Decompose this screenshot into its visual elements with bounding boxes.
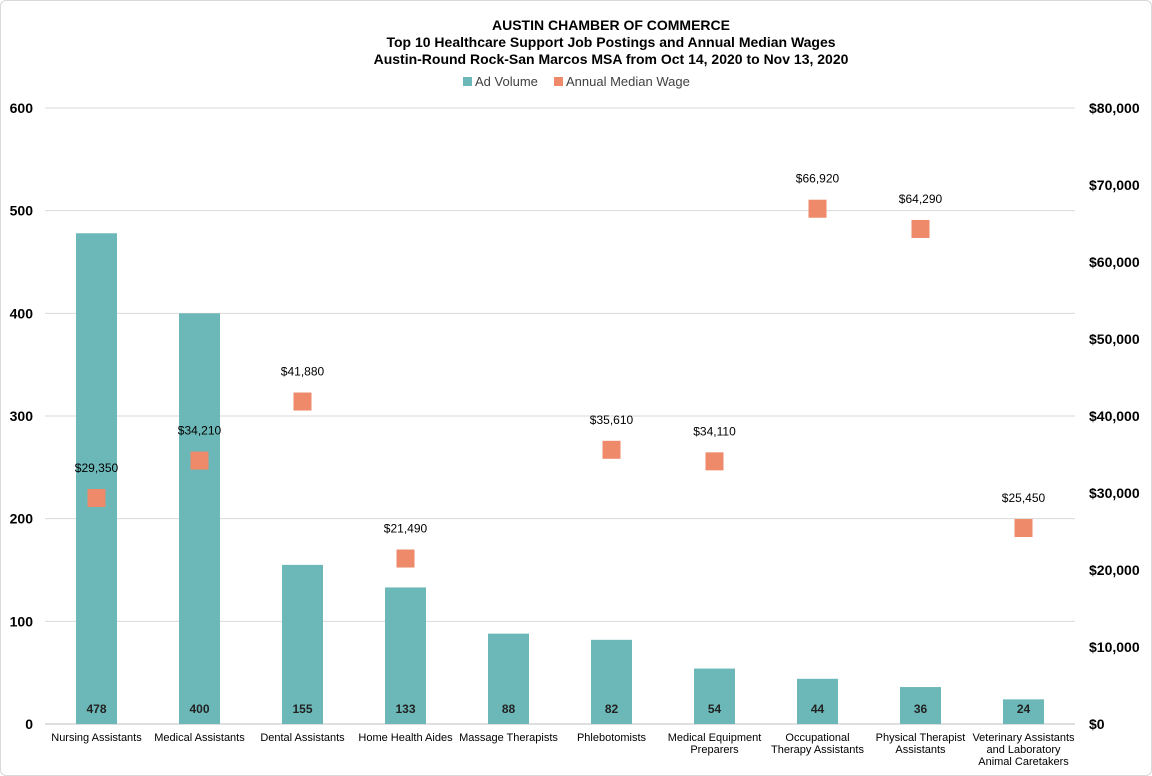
wage-value-label: $21,490 [384, 522, 428, 536]
wage-marker [808, 199, 827, 218]
category-label: Dental Assistants [260, 732, 345, 744]
category-label: Massage Therapists [459, 732, 558, 744]
wage-marker [87, 489, 106, 508]
wage-labels: $29,350 $34,210 $41,880 $21,490 $35,610 $34,1… [75, 172, 1046, 536]
right-axis-tick-label: $20,000 [1089, 562, 1140, 578]
wage-markers [87, 199, 1033, 568]
chart-subtitle: Top 10 Healthcare Support Job Postings a… [386, 34, 835, 50]
category-label: Physical Therapist [876, 732, 966, 744]
ad-volume-bar [179, 313, 220, 724]
right-axis-tick-label: $40,000 [1089, 408, 1140, 424]
ad-volume-value-label: 133 [395, 702, 415, 716]
wage-value-label: $64,290 [899, 192, 943, 206]
wage-value-label: $66,920 [796, 172, 840, 186]
left-axis-tick-label: 400 [10, 305, 34, 321]
legend-swatch-ad-volume [463, 77, 472, 86]
ad-volume-value-label: 44 [811, 702, 825, 716]
wage-value-label: $35,610 [590, 413, 634, 427]
chart-subtitle-2: Austin-Round Rock-San Marcos MSA from Oc… [374, 51, 849, 67]
category-label: Assistants [895, 744, 946, 756]
ad-volume-bar [385, 587, 426, 724]
legend-label-ad-volume: Ad Volume [475, 74, 538, 89]
category-label: Occupational [785, 732, 849, 744]
ad-volume-value-label: 24 [1017, 702, 1031, 716]
right-axis-tick-label: $10,000 [1089, 639, 1140, 655]
wage-marker [190, 451, 209, 470]
legend-swatch-annual-median-wage [554, 77, 563, 86]
category-label: Preparers [690, 744, 739, 756]
ad-volume-value-label: 36 [914, 702, 928, 716]
wage-marker [705, 452, 724, 471]
wage-marker [911, 219, 930, 238]
right-axis-tick-label: $70,000 [1089, 177, 1140, 193]
chart-title: AUSTIN CHAMBER OF COMMERCE [492, 17, 730, 33]
category-label: Medical Equipment [668, 732, 762, 744]
ad-volume-bar [694, 668, 735, 724]
right-axis-tick-label: $50,000 [1089, 331, 1140, 347]
wage-value-label: $25,450 [1002, 491, 1046, 505]
ad-volume-value-label: 400 [189, 702, 209, 716]
wage-marker [293, 392, 312, 411]
left-axis-tick-label: 500 [10, 203, 34, 219]
left-axis-tick-label: 100 [10, 613, 34, 629]
category-label: Therapy Assistants [771, 744, 864, 756]
ad-volume-bars [76, 233, 1044, 724]
ad-volume-bar [1003, 699, 1044, 724]
right-axis-tick-label: $80,000 [1089, 100, 1140, 116]
ad-volume-value-label: 82 [605, 702, 619, 716]
right-axis-tick-label: $0 [1089, 716, 1105, 732]
left-axis-tick-label: 300 [10, 408, 34, 424]
ad-volume-bar [488, 633, 529, 724]
wage-marker [396, 549, 415, 568]
right-axis-tick-label: $30,000 [1089, 485, 1140, 501]
legend: Ad Volume Annual Median Wage [463, 74, 690, 89]
wage-value-label: $41,880 [281, 365, 325, 379]
left-axis-tick-label: 200 [10, 511, 34, 527]
ad-volume-bar [282, 564, 323, 724]
ad-volume-labels: 478 400 155 133 88 82 54 44 36 24 [86, 702, 1030, 716]
wage-value-label: $29,350 [75, 461, 119, 475]
ad-volume-value-label: 88 [502, 702, 516, 716]
left-y-axis: 0 100 200 300 400 500 600 [10, 100, 34, 732]
category-label: Nursing Assistants [51, 732, 142, 744]
left-axis-tick-label: 0 [25, 716, 33, 732]
legend-label-annual-median-wage: Annual Median Wage [566, 74, 690, 89]
wage-value-label: $34,110 [693, 424, 736, 438]
category-label: Medical Assistants [154, 732, 245, 744]
left-axis-tick-label: 600 [10, 100, 34, 116]
right-axis-tick-label: $60,000 [1089, 254, 1140, 270]
category-label: Veterinary Assistants [972, 732, 1075, 744]
ad-volume-value-label: 155 [292, 702, 312, 716]
right-y-axis: $0 $10,000 $20,000 $30,000 $40,000 $50,000 $60… [1089, 100, 1140, 732]
x-axis-categories: Nursing Assistants Medical Assistants Dent… [51, 732, 1075, 768]
category-label: and Laboratory [987, 744, 1061, 756]
category-label: Home Health Aides [358, 732, 453, 744]
ad-volume-bar [76, 233, 117, 724]
wage-marker [1014, 519, 1033, 538]
ad-volume-bar [900, 687, 941, 724]
ad-volume-bar [591, 639, 632, 724]
wage-marker [602, 440, 621, 459]
ad-volume-value-label: 478 [86, 702, 106, 716]
category-label: Animal Caretakers [978, 756, 1069, 768]
category-label: Phlebotomists [577, 732, 647, 744]
ad-volume-value-label: 54 [708, 702, 722, 716]
wage-value-label: $34,210 [178, 424, 222, 438]
ad-volume-bar [797, 678, 838, 724]
